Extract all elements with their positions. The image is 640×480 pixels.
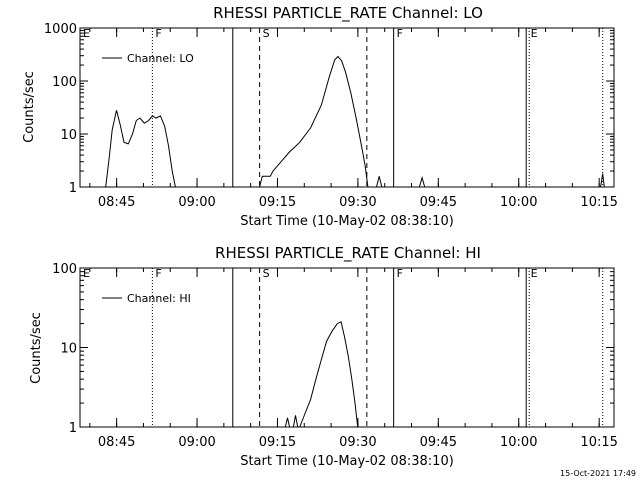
lo-x-axis-label: Start Time (10-May-02 08:38:10) — [240, 214, 454, 229]
hi-x-tick-label: 09:00 — [178, 435, 215, 450]
hi-data-series — [284, 321, 359, 428]
hi-y-tick-label: 100 — [52, 262, 77, 277]
hi-chart-title: RHESSI PARTICLE_RATE Channel: HI — [215, 244, 481, 263]
lo-series-segment-2 — [376, 176, 383, 188]
lo-plot-frame — [79, 27, 615, 188]
lo-marker-label-0: E — [83, 27, 90, 40]
hi-x-tick-label: 10:00 — [500, 435, 537, 450]
lo-x-tick-label: 10:15 — [580, 195, 617, 210]
lo-y-tick-label: 1 — [69, 181, 77, 196]
lo-legend-label: Channel: LO — [127, 52, 194, 65]
lo-marker-label-3: S — [263, 27, 270, 40]
hi-marker-label-0: E — [83, 267, 90, 280]
hi-marker-label-3: S — [263, 267, 270, 280]
lo-y-axis-ticks: 1 10 100 1000 — [44, 22, 614, 196]
hi-series-segment-1 — [292, 415, 299, 428]
hi-legend-label: Channel: HI — [127, 292, 191, 305]
lo-x-tick-label: 10:00 — [500, 195, 537, 210]
hi-marker-label-5: F — [397, 267, 403, 280]
lo-series-segment-0 — [105, 110, 176, 188]
lo-x-tick-label: 09:00 — [178, 195, 215, 210]
hi-x-tick-label: 09:30 — [339, 435, 376, 450]
lo-x-tick-label: 09:15 — [259, 195, 296, 210]
hi-x-tick-label: 10:15 — [580, 435, 617, 450]
footer-timestamp: 15-Oct-2021 17:49 — [560, 469, 636, 478]
hi-y-tick-label: 10 — [60, 342, 77, 357]
lo-chart-title: RHESSI PARTICLE_RATE Channel: LO — [213, 4, 483, 23]
lo-series-segment-3 — [418, 175, 426, 188]
lo-x-tick-label: 08:45 — [98, 195, 135, 210]
hi-x-tick-label: 09:15 — [259, 435, 296, 450]
hi-marker-label-6: E — [531, 267, 538, 280]
lo-series-segment-1 — [259, 55, 369, 188]
hi-x-axis-ticks: 08:45 09:00 09:15 09:30 09:45 10:00 10:15 — [89, 268, 618, 450]
lo-y-tick-label: 100 — [52, 75, 77, 90]
hi-series-segment-2 — [299, 321, 359, 428]
lo-data-series — [105, 55, 605, 188]
lo-x-tick-label: 09:30 — [339, 195, 376, 210]
lo-y-tick-label: 1000 — [44, 22, 77, 37]
hi-series-segment-0 — [284, 417, 291, 428]
lo-x-axis-ticks: 08:45 09:00 09:15 09:30 09:45 10:00 10:15 — [89, 28, 618, 210]
lo-y-tick-label: 10 — [60, 128, 77, 143]
lo-x-tick-label: 09:45 — [420, 195, 457, 210]
lo-panel: RHESSI PARTICLE_RATE Channel: LO E F S F E 1… — [22, 4, 618, 229]
lo-marker-label-5: F — [397, 27, 403, 40]
lo-series-segment-4 — [600, 173, 605, 188]
hi-panel: RHESSI PARTICLE_RATE Channel: HI E F S F E 1… — [29, 244, 618, 469]
lo-marker-label-1: F — [155, 27, 161, 40]
hi-y-axis-ticks: 1 10 100 — [52, 262, 614, 436]
lo-y-axis-label: Counts/sec — [22, 71, 37, 143]
lo-marker-label-6: E — [531, 27, 538, 40]
hi-y-tick-label: 1 — [69, 421, 77, 436]
hi-y-axis-label: Counts/sec — [29, 312, 44, 384]
hi-x-tick-label: 09:45 — [420, 435, 457, 450]
hi-x-tick-label: 08:45 — [98, 435, 135, 450]
hi-x-axis-label: Start Time (10-May-02 08:38:10) — [240, 454, 454, 469]
hi-marker-label-1: F — [155, 267, 161, 280]
